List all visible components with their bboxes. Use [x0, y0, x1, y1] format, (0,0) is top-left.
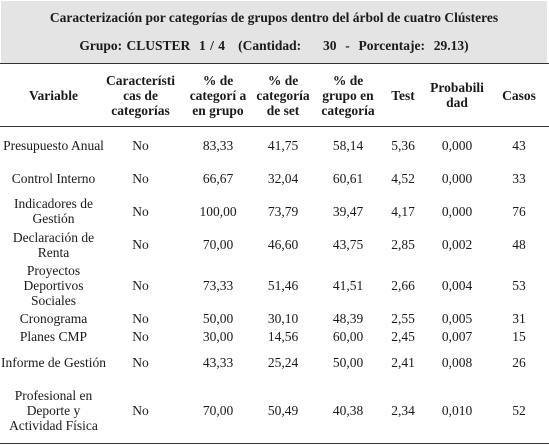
- cell-cat-set: 73,79: [267, 203, 299, 219]
- cell-caracteristicas: No: [132, 137, 149, 153]
- cell-casos: 53: [512, 278, 526, 293]
- cell-variable: Declaración de Renta: [12, 229, 95, 260]
- cell-grupo-cat: 39,47: [332, 203, 364, 219]
- cell-test: 5,36: [391, 137, 415, 153]
- table-header: Variable Característi cas de categorías …: [0, 64, 549, 126]
- header-cat-set: % de categoría de set: [256, 72, 310, 118]
- cell-cat-grupo: 43,33: [202, 354, 234, 370]
- table-title: Caracterización por categorías de grupos…: [49, 10, 499, 25]
- cell-cat-set: 51,46: [267, 278, 299, 293]
- cell-casos: 76: [512, 203, 526, 219]
- cell-grupo-cat: 48,39: [332, 310, 364, 326]
- cell-casos: 43: [512, 137, 526, 153]
- cell-grupo-cat: 58,14: [332, 137, 364, 153]
- cell-grupo-cat: 60,00: [332, 328, 364, 344]
- table-row: Cronograma No 50,00 30,10 48,39 2,55 0,005 31: [0, 309, 549, 327]
- cell-cat-grupo: 83,33: [202, 137, 234, 153]
- cell-variable: Planes CMP: [19, 328, 88, 344]
- cell-test: 2,45: [391, 328, 415, 344]
- cell-grupo-cat: 50,00: [332, 354, 364, 370]
- cell-caracteristicas: No: [132, 402, 149, 418]
- cell-test: 4,52: [391, 171, 415, 186]
- cell-prob: 0,000: [441, 203, 473, 219]
- header-variable: Variable: [28, 87, 78, 103]
- header-test: Test: [391, 87, 415, 103]
- cell-cat-set: 14,56: [267, 328, 299, 344]
- cell-prob: 0,004: [441, 278, 473, 293]
- cell-caracteristicas: No: [132, 237, 149, 252]
- cell-prob: 0,005: [441, 310, 473, 326]
- cell-cat-grupo: 73,33: [202, 278, 234, 293]
- header-casos: Casos: [502, 87, 536, 103]
- cell-test: 2,34: [391, 402, 415, 418]
- cell-cat-set: 30,10: [267, 310, 299, 326]
- cell-variable: Profesional en Deporte y Actividad Físic…: [9, 387, 98, 433]
- cell-grupo-cat: 41,51: [332, 278, 364, 293]
- table-row: Proyectos Deportivos Sociales No 73,33 51,4…: [0, 262, 549, 309]
- cell-caracteristicas: No: [132, 354, 149, 370]
- cell-caracteristicas: No: [132, 310, 149, 326]
- cell-cat-grupo: 66,67: [202, 171, 234, 186]
- cell-grupo-cat: 40,38: [332, 402, 364, 418]
- cell-casos: 15: [512, 328, 526, 344]
- cell-cat-set: 32,04: [267, 171, 299, 186]
- table-caption: Caracterización por categorías de grupos…: [1, 1, 547, 63]
- header-cat-grupo: % de categorí a en grupo: [189, 72, 247, 118]
- cell-test: 4,17: [391, 203, 415, 219]
- cell-casos: 33: [512, 171, 526, 186]
- cell-caracteristicas: No: [132, 278, 149, 293]
- cell-variable: Presupuesto Anual: [3, 137, 104, 153]
- header-grupo-cat: % de grupo en categoría: [321, 72, 375, 118]
- cell-cat-grupo: 100,00: [199, 203, 237, 219]
- cell-variable: Informe de Gestión: [1, 354, 106, 370]
- cell-prob: 0,000: [441, 171, 473, 186]
- table-row: Profesional en Deporte y Actividad Físic…: [0, 379, 549, 441]
- cell-casos: 31: [512, 310, 526, 326]
- cell-test: 2,41: [391, 354, 415, 370]
- table-row: Informe de Gestión No 43,33 25,24 50,00 2,41 0…: [0, 345, 549, 379]
- cell-cat-set: 50,49: [267, 402, 299, 418]
- cell-casos: 26: [512, 354, 526, 370]
- cell-caracteristicas: No: [132, 203, 149, 219]
- cell-grupo-cat: 43,75: [332, 237, 364, 252]
- cell-cat-set: 46,60: [267, 237, 299, 252]
- cell-prob: 0,000: [441, 137, 473, 153]
- cell-casos: 48: [512, 237, 526, 252]
- cell-variable: Indicadores de Gestión: [13, 196, 94, 226]
- cell-caracteristicas: No: [132, 171, 149, 186]
- cell-test: 2,66: [391, 278, 415, 293]
- cell-cat-grupo: 70,00: [202, 402, 234, 418]
- cell-variable: Cronograma: [19, 310, 88, 326]
- cell-cat-grupo: 30,00: [202, 328, 234, 344]
- cell-cat-set: 41,75: [267, 137, 299, 153]
- cell-prob: 0,002: [441, 237, 473, 252]
- table-row: Presupuesto Anual No 83,33 41,75 58,14 5,36 0,…: [0, 128, 549, 162]
- rule-top: [0, 63, 549, 64]
- cell-cat-grupo: 70,00: [202, 237, 234, 252]
- cell-grupo-cat: 60,61: [332, 171, 364, 186]
- cell-variable: Proyectos Deportivos Sociales: [23, 263, 84, 308]
- cell-prob: 0,007: [441, 328, 473, 344]
- cell-test: 2,55: [391, 310, 415, 326]
- table-row: Declaración de Renta No 70,00 46,60 43,75 2,8…: [0, 227, 549, 262]
- header-caracteristicas: Característi cas de categorías: [106, 72, 175, 118]
- rule-header: [0, 126, 549, 127]
- cell-caracteristicas: No: [132, 328, 149, 344]
- cell-variable: Control Interno: [11, 171, 96, 186]
- table-row: Indicadores de Gestión No 100,00 73,79 39,47…: [0, 195, 549, 227]
- cell-cat-set: 25,24: [267, 354, 299, 370]
- cell-prob: 0,008: [441, 354, 473, 370]
- table-subtitle: Grupo: CLUSTER 1 / 4 (Cantidad: 30 - Por…: [79, 38, 469, 53]
- table-row: Control Interno No 66,67 32,04 60,61 4,52 0,00…: [0, 162, 549, 195]
- cell-test: 2,85: [391, 237, 415, 252]
- cell-casos: 52: [512, 402, 526, 418]
- rule-bottom: [0, 443, 549, 444]
- table-row: Planes CMP No 30,00 14,56 60,00 2,45 0,007 15: [0, 327, 549, 345]
- header-prob: Probabili dad: [430, 80, 484, 110]
- cell-cat-grupo: 50,00: [202, 310, 234, 326]
- cell-prob: 0,010: [441, 402, 473, 418]
